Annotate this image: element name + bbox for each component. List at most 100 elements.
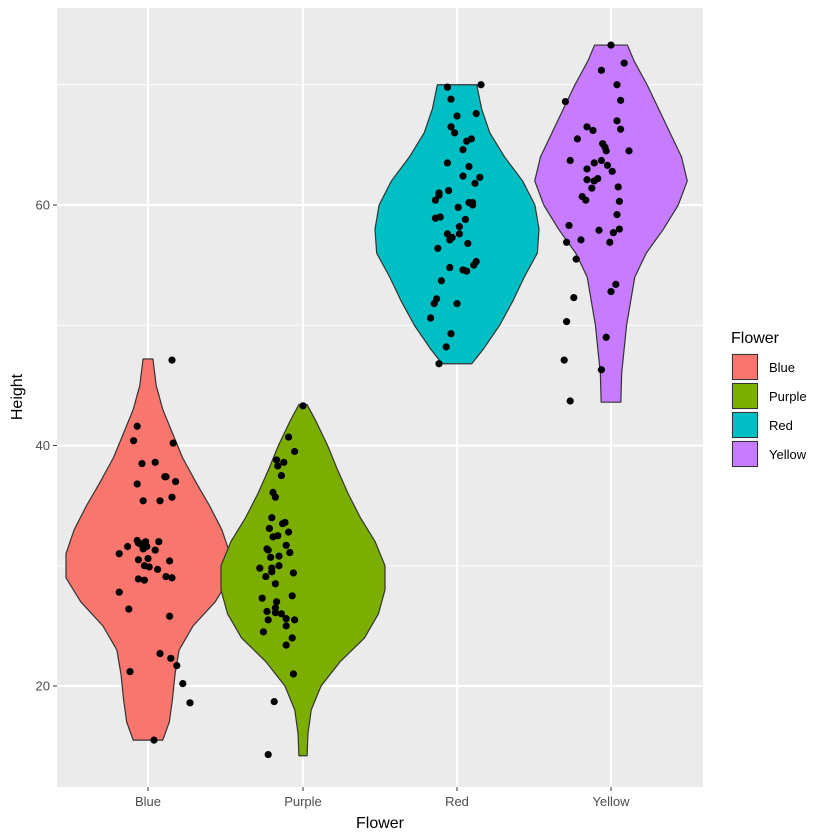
- point-purple: [291, 616, 299, 624]
- point-yellow: [566, 156, 574, 165]
- point-yellow: [602, 147, 610, 155]
- point-purple: [273, 456, 281, 464]
- point-red: [471, 179, 479, 187]
- point-blue: [167, 654, 175, 662]
- point-purple: [262, 572, 270, 581]
- point-yellow: [625, 147, 633, 155]
- point-purple: [289, 670, 297, 678]
- y-tick-label: 60: [36, 198, 50, 213]
- point-blue: [145, 563, 153, 571]
- point-purple: [271, 493, 279, 501]
- violin-purple: [220, 404, 386, 757]
- point-yellow: [615, 225, 624, 233]
- point-yellow: [583, 123, 591, 131]
- point-yellow: [607, 41, 615, 49]
- point-yellow: [570, 293, 578, 302]
- point-red: [465, 162, 473, 171]
- y-axis: 20 40 60: [36, 198, 57, 694]
- legend-label-purple: Purple: [769, 389, 807, 404]
- point-yellow: [590, 159, 598, 167]
- point-red: [443, 159, 451, 167]
- point-purple: [275, 552, 283, 560]
- point-purple: [271, 609, 279, 617]
- point-purple: [281, 518, 289, 527]
- point-yellow: [603, 161, 612, 169]
- point-blue: [156, 497, 164, 505]
- point-purple: [267, 553, 275, 561]
- point-yellow: [563, 238, 571, 246]
- point-yellow: [566, 397, 574, 405]
- point-blue: [168, 574, 176, 582]
- point-yellow: [602, 333, 610, 341]
- point-yellow: [612, 280, 620, 288]
- point-blue: [134, 575, 142, 583]
- legend-label-blue: Blue: [769, 360, 795, 375]
- point-yellow: [620, 59, 628, 67]
- point-purple: [273, 598, 281, 606]
- legend-swatch-yellow: [732, 441, 758, 467]
- point-blue: [126, 667, 134, 676]
- point-yellow: [613, 211, 621, 219]
- point-yellow: [573, 135, 582, 143]
- point-blue: [151, 546, 159, 554]
- point-red: [459, 146, 467, 154]
- point-purple: [285, 528, 293, 536]
- point-yellow: [583, 176, 591, 184]
- point-blue: [140, 539, 148, 547]
- point-purple: [259, 628, 267, 636]
- point-purple: [268, 564, 276, 572]
- point-yellow: [617, 96, 625, 104]
- x-axis: Blue Purple Red Yellow: [135, 787, 630, 809]
- legend-label-red: Red: [769, 418, 793, 433]
- point-yellow: [565, 221, 573, 230]
- point-purple: [299, 402, 307, 410]
- point-yellow: [608, 167, 616, 175]
- point-purple: [288, 634, 296, 642]
- x-axis-title: Flower: [356, 815, 405, 832]
- point-yellow: [578, 192, 586, 201]
- point-purple: [274, 532, 282, 540]
- point-purple: [265, 524, 273, 533]
- jitter-points: [115, 41, 633, 759]
- point-red: [454, 203, 462, 212]
- point-blue: [134, 539, 142, 547]
- point-red: [455, 230, 463, 238]
- point-blue: [134, 556, 142, 564]
- point-red: [431, 196, 439, 204]
- point-yellow: [560, 356, 568, 364]
- point-purple: [286, 548, 294, 557]
- point-yellow: [563, 318, 571, 326]
- point-red: [433, 295, 441, 303]
- point-yellow: [597, 156, 606, 165]
- y-axis-title: Height: [9, 373, 26, 420]
- y-tick-label: 40: [36, 438, 50, 453]
- point-purple: [270, 698, 278, 706]
- point-purple: [282, 541, 290, 549]
- point-red: [469, 198, 477, 207]
- point-purple: [275, 562, 283, 570]
- legend-swatch-red: [732, 412, 758, 438]
- x-tick-label: Yellow: [592, 794, 630, 809]
- point-yellow: [561, 97, 570, 106]
- x-tick-label: Blue: [135, 794, 161, 809]
- point-red: [447, 123, 455, 131]
- point-red: [459, 172, 467, 180]
- point-red: [455, 223, 463, 231]
- point-purple: [277, 610, 285, 618]
- violin-yellow: [534, 44, 688, 403]
- point-blue: [156, 649, 164, 658]
- point-blue: [155, 538, 163, 546]
- point-blue: [138, 459, 146, 468]
- point-red: [467, 135, 475, 143]
- point-blue: [133, 480, 141, 488]
- point-red: [434, 244, 442, 252]
- point-purple: [282, 641, 290, 649]
- point-yellow: [613, 81, 621, 89]
- point-blue: [139, 497, 147, 505]
- point-blue: [169, 439, 177, 447]
- legend-swatch-blue: [732, 354, 758, 380]
- point-purple: [263, 607, 271, 616]
- x-tick-label: Purple: [284, 794, 322, 809]
- point-purple: [274, 462, 282, 470]
